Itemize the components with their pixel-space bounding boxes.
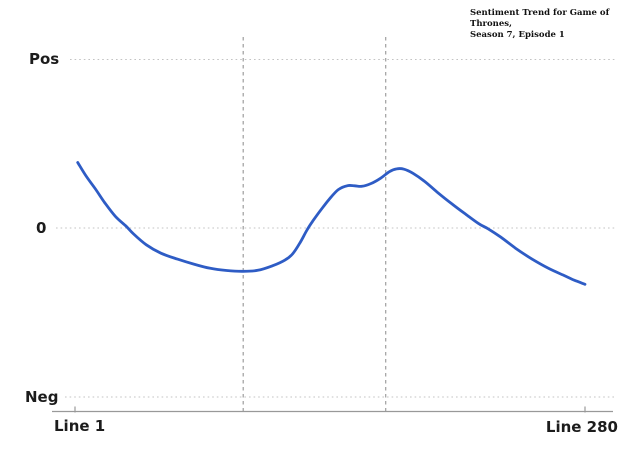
chart-title-line2: Season 7, Episode 1 bbox=[470, 30, 565, 40]
chart-title: Sentiment Trend for Game of Thrones, Sea… bbox=[470, 8, 628, 41]
y-axis-label-zero: 0 bbox=[36, 219, 47, 237]
chart-title-line1: Sentiment Trend for Game of Thrones, bbox=[470, 8, 610, 29]
y-axis-label-pos: Pos bbox=[29, 50, 60, 68]
x-axis-label-end: Line 280 bbox=[545, 418, 618, 436]
y-axis-label-neg: Neg bbox=[25, 388, 59, 406]
sentiment-curve bbox=[76, 161, 587, 286]
x-axis-label-start: Line 1 bbox=[54, 417, 106, 435]
